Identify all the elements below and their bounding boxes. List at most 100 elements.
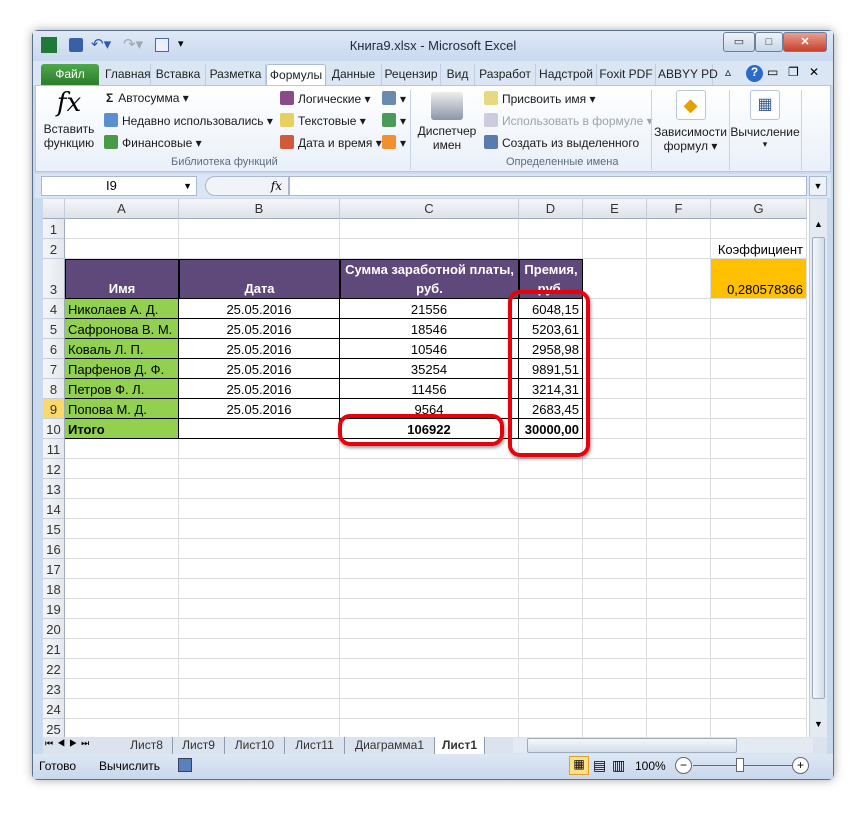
row-header[interactable]: 5 <box>43 319 65 339</box>
cell[interactable] <box>519 559 583 579</box>
scroll-thumb[interactable] <box>812 237 825 699</box>
cell[interactable] <box>647 239 711 259</box>
cell[interactable] <box>647 359 711 379</box>
formula-input[interactable] <box>289 176 807 196</box>
cell-bonus[interactable]: 2958,98 <box>519 339 583 359</box>
cell[interactable] <box>65 459 179 479</box>
cell[interactable] <box>179 659 340 679</box>
zoom-out-icon[interactable]: − <box>675 757 692 774</box>
cell[interactable] <box>647 619 711 639</box>
cell[interactable] <box>65 679 179 699</box>
cell[interactable] <box>711 639 807 659</box>
cell-bonus[interactable]: 9891,51 <box>519 359 583 379</box>
form-icon[interactable] <box>155 38 169 52</box>
row-header[interactable]: 22 <box>43 659 65 679</box>
cell[interactable] <box>583 299 647 319</box>
minimize-button[interactable]: ▭ <box>723 32 755 52</box>
cell[interactable] <box>711 439 807 459</box>
save-icon[interactable] <box>69 38 83 52</box>
cell-salary[interactable]: 35254 <box>340 359 519 379</box>
select-all-corner[interactable] <box>43 199 65 219</box>
cell[interactable] <box>519 699 583 719</box>
column-header[interactable]: E <box>583 199 647 219</box>
cell[interactable] <box>65 699 179 719</box>
page-break-icon[interactable]: ▥ <box>612 757 626 773</box>
cell[interactable] <box>711 419 807 439</box>
row-header[interactable]: 23 <box>43 679 65 699</box>
tab-item[interactable]: Вставка <box>151 64 206 85</box>
cell[interactable] <box>519 639 583 659</box>
row-header[interactable]: 24 <box>43 699 65 719</box>
cell[interactable] <box>65 579 179 599</box>
cell-name[interactable]: Коваль Л. П. <box>65 339 179 359</box>
cell[interactable] <box>711 619 807 639</box>
cell[interactable] <box>711 599 807 619</box>
zoom-in-icon[interactable]: + <box>792 757 809 774</box>
cell[interactable] <box>711 459 807 479</box>
tab-item[interactable]: ABBYY PD <box>656 64 718 85</box>
normal-view-icon[interactable]: ▦ <box>569 756 589 775</box>
scroll-thumb[interactable] <box>527 738 737 753</box>
cell[interactable] <box>711 219 807 239</box>
cell[interactable] <box>340 519 519 539</box>
cell[interactable] <box>519 579 583 599</box>
sheet-tab[interactable]: Лист1 <box>435 737 485 754</box>
cell[interactable] <box>340 559 519 579</box>
cell[interactable] <box>179 539 340 559</box>
cell[interactable] <box>711 299 807 319</box>
page-layout-icon[interactable]: ▤ <box>593 757 607 773</box>
help-icon[interactable]: ? <box>746 65 763 82</box>
cell[interactable] <box>647 399 711 419</box>
cell[interactable] <box>647 339 711 359</box>
tab-item[interactable]: Разметка <box>206 64 266 85</box>
cell[interactable] <box>583 559 647 579</box>
cell-date[interactable]: 25.05.2016 <box>179 319 340 339</box>
cell[interactable] <box>519 599 583 619</box>
cell-total-bonus[interactable]: 30000,00 <box>519 419 583 439</box>
horizontal-scrollbar[interactable] <box>513 738 813 753</box>
cell-salary[interactable]: 21556 <box>340 299 519 319</box>
formula-auditing-button[interactable]: ◆ Зависимости формул ▾ <box>653 88 728 153</box>
cell[interactable] <box>711 319 807 339</box>
cell-name[interactable]: Парфенов Д. Ф. <box>65 359 179 379</box>
cell[interactable] <box>340 479 519 499</box>
insert-function-button[interactable]: fx Вставить функцию <box>43 88 95 150</box>
sheet-tab[interactable]: Лист10 <box>225 737 285 754</box>
cell[interactable] <box>583 399 647 419</box>
tab-item[interactable]: Разработ <box>475 64 536 85</box>
cell[interactable] <box>711 659 807 679</box>
cell-name[interactable]: Сафронова В. М. <box>65 319 179 339</box>
cell[interactable] <box>583 539 647 559</box>
row-header[interactable]: 21 <box>43 639 65 659</box>
cell[interactable] <box>519 719 583 737</box>
cell-name[interactable]: Попова М. Д. <box>65 399 179 419</box>
cell[interactable] <box>340 699 519 719</box>
header-cell-name[interactable]: Имя <box>65 259 179 299</box>
recent-button[interactable]: Недавно использовались ▾ <box>104 113 273 128</box>
cell[interactable] <box>583 679 647 699</box>
cell[interactable] <box>647 499 711 519</box>
cell[interactable] <box>583 699 647 719</box>
name-manager-button[interactable]: Диспетчер имен <box>414 88 480 152</box>
row-header[interactable]: 4 <box>43 299 65 319</box>
cell[interactable] <box>179 219 340 239</box>
cell[interactable] <box>340 459 519 479</box>
define-name-button[interactable]: Присвоить имя ▾ <box>484 91 596 106</box>
cell-bonus[interactable]: 2683,45 <box>519 399 583 419</box>
expand-formula-bar-button[interactable]: ▼ <box>809 176 827 196</box>
cell[interactable] <box>711 399 807 419</box>
cell[interactable] <box>519 219 583 239</box>
sheet-nav-buttons[interactable]: ⏮◀▶⏭ <box>45 738 94 748</box>
more-functions-button[interactable]: ▾ <box>382 135 406 150</box>
cell[interactable] <box>583 359 647 379</box>
cell-salary[interactable]: 18546 <box>340 319 519 339</box>
cell[interactable] <box>179 499 340 519</box>
cell[interactable] <box>647 679 711 699</box>
text-button[interactable]: Текстовые ▾ <box>280 113 366 128</box>
cell[interactable] <box>519 499 583 519</box>
cell[interactable] <box>340 579 519 599</box>
cell[interactable] <box>179 559 340 579</box>
cell[interactable] <box>647 319 711 339</box>
cell[interactable] <box>340 239 519 259</box>
row-header[interactable]: 12 <box>43 459 65 479</box>
